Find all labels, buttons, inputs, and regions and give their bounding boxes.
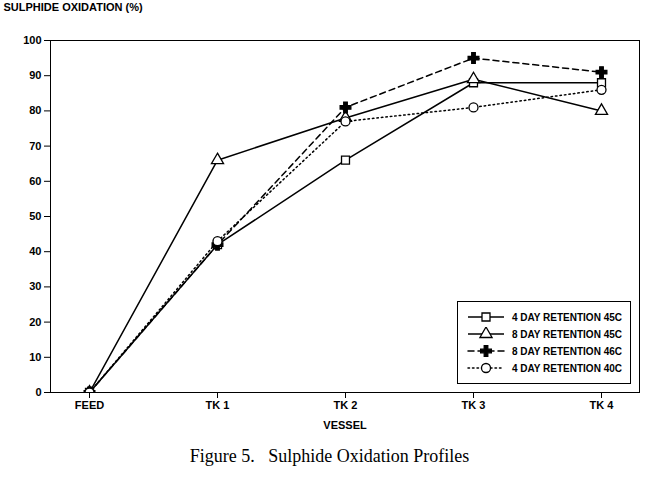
svg-text:TK 3: TK 3 (462, 399, 486, 411)
svg-text:70: 70 (29, 140, 41, 152)
svg-text:60: 60 (29, 175, 41, 187)
svg-text:VESSEL: VESSEL (323, 419, 367, 431)
svg-text:80: 80 (29, 104, 41, 116)
html-text:8 DAY RETENTION 45C: 8 DAY RETENTION 45C (512, 328, 622, 340)
svg-text:0: 0 (35, 386, 41, 398)
svg-text:TK 1: TK 1 (206, 399, 230, 411)
svg-text:30: 30 (29, 280, 41, 292)
svg-text:50: 50 (29, 210, 41, 222)
svg-text:TK 4: TK 4 (590, 399, 615, 411)
svg-text:90: 90 (29, 69, 41, 81)
svg-text:TK 2: TK 2 (334, 399, 358, 411)
svg-text:20: 20 (29, 316, 41, 328)
svg-text:40: 40 (29, 245, 41, 257)
svg-text:SULPHIDE OXIDATION (%): SULPHIDE OXIDATION (%) (4, 1, 143, 13)
html-text:Figure 5. Sulphide Oxidation P: Figure 5. Sulphide Oxidation Profiles (189, 446, 470, 466)
svg-text:10: 10 (29, 351, 41, 363)
svg-text:FEED: FEED (75, 399, 104, 411)
html-text:8 DAY RETENTION 46C: 8 DAY RETENTION 46C (512, 345, 622, 357)
html-text:4 DAY RETENTION 45C: 4 DAY RETENTION 45C (512, 311, 622, 323)
svg-text:100: 100 (23, 34, 41, 46)
html-text:4 DAY RETENTION 40C: 4 DAY RETENTION 40C (512, 362, 622, 374)
